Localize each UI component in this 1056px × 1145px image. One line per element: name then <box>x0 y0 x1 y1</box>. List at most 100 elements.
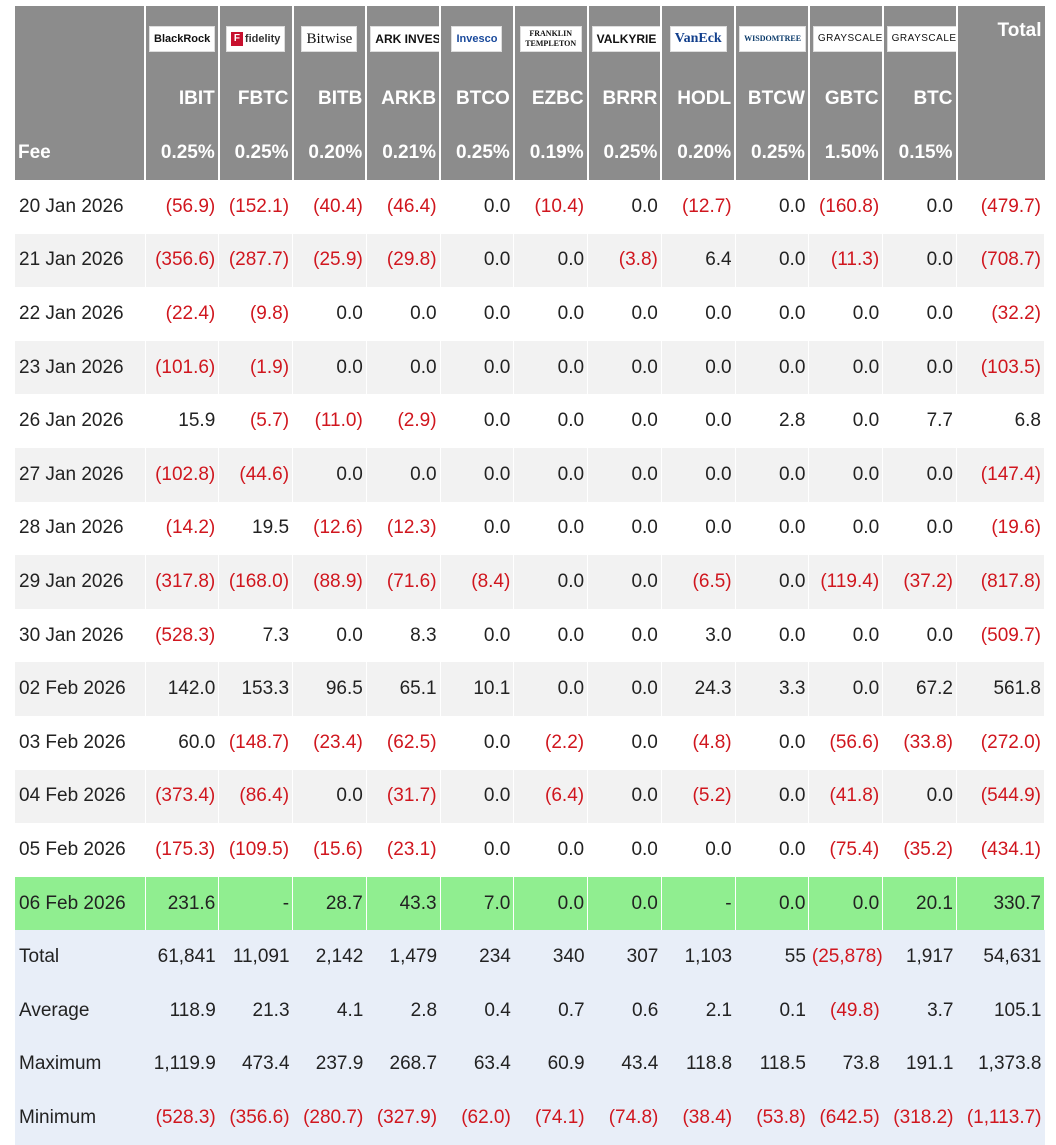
flow-value-cell: 0.0 <box>513 394 589 448</box>
flow-value-cell: 0.0 <box>587 715 662 770</box>
flow-value-cell: 231.6 <box>145 876 220 931</box>
blackrock-logo-icon: BlackRock <box>149 26 216 52</box>
flow-value-cell: 0.0 <box>587 876 662 931</box>
logo-cell: GRAYSCALE <box>808 6 884 72</box>
flow-value-cell: 0.0 <box>808 876 884 931</box>
flow-value-cell: 0.0 <box>440 715 515 770</box>
total-column-header: Total <box>956 6 1045 72</box>
flow-value-cell: 0.0 <box>735 555 810 609</box>
ticker-gbtc: GBTC <box>808 72 884 126</box>
flow-value-cell: 0.0 <box>440 447 515 502</box>
flow-value-cell: 0.0 <box>808 608 884 663</box>
row-total-cell: (434.1) <box>956 823 1045 877</box>
ticker-brrr: BRRR <box>587 72 663 126</box>
flow-value-cell: (287.7) <box>218 233 294 288</box>
row-total-cell: 6.8 <box>956 394 1045 448</box>
flow-value-cell: (44.6) <box>218 447 294 502</box>
flow-value-cell: (119.4) <box>808 555 884 609</box>
flow-value-cell: (37.2) <box>882 555 957 609</box>
fee-value: 0.19% <box>513 126 589 180</box>
flow-value-cell: 473.4 <box>218 1037 293 1092</box>
logo-cell: VanEck <box>661 6 737 72</box>
date-cell: 21 Jan 2026 <box>15 233 146 288</box>
flow-value-cell: (49.8) <box>808 983 883 1038</box>
flow-value-cell: (9.8) <box>218 287 294 341</box>
flow-value-cell: 0.0 <box>661 447 736 502</box>
table-row: 22 Jan 2026 (22.4) (9.8) 0.0 0.0 0.0 0.0 0.0 0.0… <box>15 287 1045 341</box>
flow-value-cell: 0.7 <box>513 983 588 1038</box>
flow-value-cell: (2.9) <box>366 394 441 448</box>
date-cell: 03 Feb 2026 <box>15 715 146 770</box>
flow-value-cell: 0.0 <box>661 287 736 341</box>
ticker-hodl: HODL <box>661 72 737 126</box>
flow-value-cell: (10.4) <box>513 180 589 234</box>
row-total-cell: (817.8) <box>956 555 1045 609</box>
table-row: 23 Jan 2026 (101.6) (1.9) 0.0 0.0 0.0 0.0 0.0 0.… <box>15 340 1045 395</box>
flow-value-cell: (11.0) <box>292 394 367 448</box>
valkyrie-logo-icon: VALKYRIE <box>591 26 660 52</box>
flow-value-cell: 118.5 <box>735 1037 809 1092</box>
table-row: 03 Feb 2026 60.0 (148.7) (23.4) (62.5) 0.0 (2.… <box>15 715 1045 770</box>
flow-value-cell: 0.0 <box>440 769 515 824</box>
flow-value-cell: 28.7 <box>292 876 367 931</box>
flow-value-cell: 0.0 <box>735 180 810 234</box>
flow-value-cell: 0.0 <box>808 501 884 556</box>
flow-value-cell: 0.0 <box>808 447 884 502</box>
flow-value-cell: 3.0 <box>661 608 736 663</box>
flow-value-cell: 0.0 <box>513 447 589 502</box>
flow-value-cell: 0.0 <box>735 876 810 931</box>
flow-value-cell: (528.3) <box>145 1091 219 1145</box>
flow-value-cell: 0.0 <box>587 394 662 448</box>
flow-value-cell: 3.3 <box>735 662 810 716</box>
flow-value-cell: (33.8) <box>882 715 957 770</box>
flow-value-cell: 24.3 <box>661 662 736 716</box>
flow-value-cell: 7.0 <box>440 876 515 931</box>
flow-value-cell: 60.9 <box>513 1037 588 1092</box>
flow-value-cell: 0.0 <box>808 394 884 448</box>
ticker-fbtc: FBTC <box>218 72 294 126</box>
flow-value-cell: 0.0 <box>587 180 662 234</box>
flow-value-cell: (12.7) <box>661 180 736 234</box>
ticker-ibit: IBIT <box>145 72 220 126</box>
ticker-header-row: IBIT FBTC BITB ARKB BTCO EZBC BRRR HODL … <box>15 72 1045 126</box>
date-cell: 04 Feb 2026 <box>15 769 146 824</box>
flow-value-cell: 0.0 <box>440 394 515 448</box>
flow-value-cell: 8.3 <box>366 608 441 663</box>
flow-value-cell: 67.2 <box>882 662 957 716</box>
flow-value-cell: (15.6) <box>292 823 367 877</box>
flow-value-cell: (46.4) <box>366 180 441 234</box>
flow-value-cell: 96.5 <box>292 662 367 716</box>
flow-value-cell: 153.3 <box>218 662 294 716</box>
date-cell: 30 Jan 2026 <box>15 608 146 663</box>
row-total-cell: (544.9) <box>956 769 1045 824</box>
logo-cell: GRAYSCALE <box>882 6 958 72</box>
flow-value-cell: 21.3 <box>218 983 293 1038</box>
stats-row: Total 61,841 11,091 2,142 1,479 234 340 307 1,10… <box>15 930 1045 984</box>
flow-value-cell: 60.0 <box>145 715 220 770</box>
flow-value-cell: 15.9 <box>145 394 220 448</box>
date-cell: 23 Jan 2026 <box>15 340 146 395</box>
flow-value-cell: (5.2) <box>661 769 736 824</box>
stats-row: Minimum (528.3) (356.6) (280.7) (327.9) (62.0… <box>15 1091 1045 1145</box>
flow-value-cell: - <box>218 876 294 931</box>
table-row: 30 Jan 2026 (528.3) 7.3 0.0 8.3 0.0 0.0 0.0 3.0 0… <box>15 608 1045 663</box>
flow-value-cell: (23.4) <box>292 715 367 770</box>
flow-value-cell: 0.0 <box>587 769 662 824</box>
table-row: 20 Jan 2026 (56.9) (152.1) (40.4) (46.4) 0.0(… <box>15 180 1045 234</box>
flow-value-cell: 20.1 <box>882 876 957 931</box>
flow-value-cell: 0.0 <box>735 447 810 502</box>
flow-value-cell: 0.0 <box>661 394 736 448</box>
date-cell: 05 Feb 2026 <box>15 823 146 877</box>
flow-value-cell: 234 <box>440 930 514 984</box>
flow-value-cell: 0.0 <box>292 608 367 663</box>
flow-value-cell: (175.3) <box>145 823 220 877</box>
flow-value-cell: (29.8) <box>366 233 441 288</box>
stat-label-cell: Total <box>15 930 145 984</box>
flow-value-cell: (3.8) <box>587 233 662 288</box>
flow-value-cell: 0.0 <box>882 340 957 395</box>
date-cell: 27 Jan 2026 <box>15 447 146 502</box>
flow-value-cell: (40.4) <box>292 180 367 234</box>
flow-value-cell: 0.0 <box>440 233 515 288</box>
